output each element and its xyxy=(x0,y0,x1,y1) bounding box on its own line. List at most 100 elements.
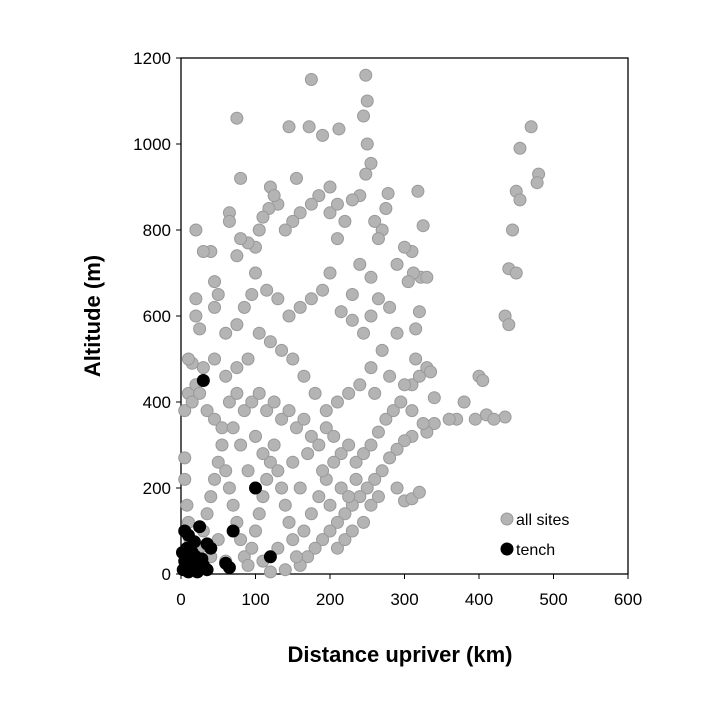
point xyxy=(390,442,404,456)
point xyxy=(278,223,292,237)
point xyxy=(234,533,248,547)
point xyxy=(416,417,430,430)
point xyxy=(412,485,426,499)
point xyxy=(345,288,359,301)
point xyxy=(364,270,378,284)
point xyxy=(364,361,378,375)
point xyxy=(342,438,356,452)
point xyxy=(390,481,404,495)
point xyxy=(181,352,195,366)
point xyxy=(383,369,397,383)
point xyxy=(364,498,378,512)
point xyxy=(267,395,281,409)
x-tick-label: 300 xyxy=(390,590,418,609)
point xyxy=(513,193,527,207)
point xyxy=(416,219,430,233)
point xyxy=(302,120,316,134)
point xyxy=(286,214,300,228)
point xyxy=(230,386,244,400)
point xyxy=(316,464,330,478)
point xyxy=(327,455,341,469)
x-tick-label: 500 xyxy=(539,590,567,609)
point xyxy=(304,507,318,521)
point xyxy=(359,167,373,181)
point xyxy=(412,369,426,383)
point xyxy=(278,563,292,577)
point xyxy=(424,365,438,379)
point xyxy=(196,245,210,258)
point xyxy=(375,464,389,478)
point xyxy=(178,472,192,486)
point xyxy=(323,180,337,194)
point xyxy=(181,565,195,579)
point xyxy=(180,498,194,512)
point xyxy=(219,369,233,383)
point xyxy=(364,438,378,452)
point xyxy=(196,374,210,387)
point xyxy=(282,120,296,134)
point xyxy=(208,352,222,366)
point xyxy=(345,193,359,207)
point xyxy=(282,404,296,418)
point xyxy=(245,288,259,301)
point xyxy=(260,404,274,418)
point xyxy=(222,481,236,495)
point xyxy=(208,412,222,426)
point xyxy=(222,214,236,228)
y-tick-label: 400 xyxy=(143,393,171,412)
point xyxy=(263,565,277,579)
point xyxy=(427,391,441,405)
x-tick-label: 400 xyxy=(465,590,493,609)
point xyxy=(334,305,348,319)
point xyxy=(411,184,425,198)
point xyxy=(293,481,307,495)
point xyxy=(297,524,311,538)
point xyxy=(208,300,222,314)
point xyxy=(364,156,378,170)
point xyxy=(260,472,274,486)
point xyxy=(420,270,434,284)
point xyxy=(405,404,419,418)
point xyxy=(245,541,259,555)
point xyxy=(316,283,330,297)
point xyxy=(316,128,330,142)
point xyxy=(275,343,289,357)
point xyxy=(312,189,326,203)
point xyxy=(330,395,344,409)
point xyxy=(241,464,255,478)
point xyxy=(187,535,201,549)
point xyxy=(252,386,266,400)
point xyxy=(275,481,289,495)
point xyxy=(271,292,285,306)
point xyxy=(208,472,222,486)
point xyxy=(338,507,352,521)
point xyxy=(219,464,233,478)
point xyxy=(196,361,210,375)
point xyxy=(267,438,281,452)
point xyxy=(178,404,192,418)
point xyxy=(338,214,352,228)
point xyxy=(263,335,277,349)
point xyxy=(349,455,363,469)
point xyxy=(371,292,385,306)
y-tick-label: 1200 xyxy=(133,49,171,68)
point xyxy=(249,481,262,495)
point xyxy=(185,395,199,409)
point xyxy=(222,395,236,409)
point xyxy=(345,524,359,538)
point xyxy=(357,326,371,340)
point xyxy=(530,176,544,190)
y-axis-title: Altitude (m) xyxy=(80,255,105,377)
x-tick-label: 200 xyxy=(316,590,344,609)
x-axis-title: Distance upriver (km) xyxy=(288,642,513,667)
point xyxy=(237,300,251,314)
point xyxy=(316,533,330,547)
point xyxy=(282,515,296,529)
point xyxy=(487,412,501,426)
point xyxy=(304,292,318,306)
point xyxy=(293,206,307,220)
point xyxy=(297,412,311,426)
point xyxy=(332,122,346,136)
point xyxy=(252,507,266,521)
point xyxy=(256,447,270,461)
